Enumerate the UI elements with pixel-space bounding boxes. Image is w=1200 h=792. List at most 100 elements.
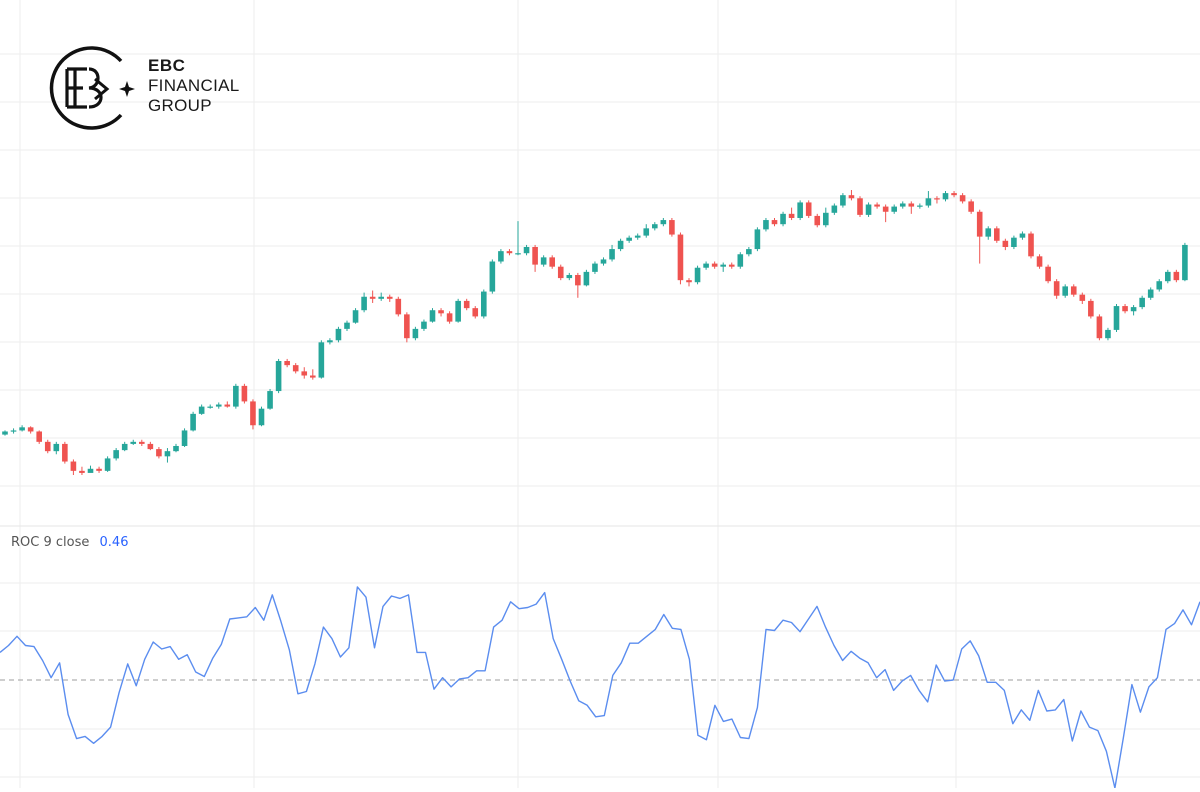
candle (1019, 231, 1026, 240)
candle-body (523, 247, 530, 254)
candle-body (53, 443, 60, 452)
candle-body (771, 220, 778, 225)
candle (694, 265, 701, 285)
candle-body (498, 251, 504, 262)
candle-body (267, 391, 273, 409)
candle (301, 367, 308, 379)
candle (1139, 295, 1145, 310)
candle (463, 298, 470, 311)
candle (489, 259, 496, 294)
candle-body (421, 321, 427, 329)
candle (882, 204, 889, 223)
candle (1156, 279, 1163, 292)
candle-body (831, 205, 838, 213)
roc-indicator-source: close (55, 535, 90, 550)
candle-body (746, 249, 752, 255)
candle-body (575, 274, 581, 286)
candle-body (386, 296, 393, 299)
candle-body (1156, 281, 1163, 290)
candle (284, 358, 290, 368)
candle-body (96, 468, 102, 471)
candle (643, 224, 650, 238)
candle-body (677, 234, 684, 281)
candle-body (1165, 271, 1171, 282)
candle-body (754, 229, 761, 250)
candle (985, 226, 992, 240)
candle (429, 308, 436, 323)
candle (19, 425, 25, 432)
candle-body (985, 228, 992, 237)
roc-line (0, 586, 1200, 789)
candle-body (1173, 271, 1180, 281)
roc-indicator-name[interactable]: ROC (11, 535, 40, 550)
candle (310, 369, 316, 380)
ebc-logo: EBC FINANCIAL GROUP (45, 43, 305, 133)
candle (780, 211, 786, 227)
candle-body (1147, 289, 1154, 298)
candle (831, 203, 838, 215)
candle (994, 226, 1000, 243)
candle-body (617, 240, 624, 250)
candle-body (181, 430, 188, 446)
candle-body (532, 247, 538, 265)
candle-body (857, 198, 863, 215)
candle (788, 207, 795, 221)
candle-body (79, 470, 85, 473)
candle (87, 465, 94, 473)
candle (1002, 238, 1009, 251)
candle-body (686, 280, 692, 283)
candle-body (198, 406, 205, 414)
candle (292, 363, 299, 374)
candle-body (968, 201, 974, 212)
candle (737, 252, 744, 269)
candle (113, 448, 119, 461)
candle-body (327, 340, 333, 343)
candle (1113, 304, 1120, 332)
candle-body (660, 220, 667, 225)
candle-body (139, 441, 145, 444)
candle-body (318, 342, 325, 378)
candle-body (104, 458, 111, 471)
candle (147, 441, 154, 451)
candle-body (669, 220, 675, 235)
candle-body (361, 296, 367, 311)
candle (763, 217, 769, 232)
candle (746, 247, 752, 257)
candle (583, 269, 590, 287)
candle (44, 439, 51, 454)
candle (823, 207, 829, 228)
candle (857, 196, 863, 217)
candle-body (241, 385, 248, 402)
candle (1028, 231, 1034, 259)
candle (677, 232, 684, 285)
candle (1130, 305, 1137, 316)
candle (942, 191, 949, 202)
candle-body (1062, 286, 1068, 296)
candle-body (130, 441, 137, 444)
candle-body (224, 404, 231, 407)
candle (1088, 298, 1094, 319)
candle-body (780, 213, 786, 225)
candle-body (737, 254, 744, 267)
roc-legend[interactable]: ROC 9 close 0.46 (11, 535, 128, 550)
candle-body (258, 408, 265, 426)
candle-body (703, 263, 709, 268)
candle-body (36, 431, 42, 442)
candle (506, 249, 513, 256)
candlestick-series (2, 190, 1188, 475)
candle-body (934, 198, 940, 200)
candle-body (865, 204, 872, 215)
candle (840, 193, 846, 208)
candle-body (592, 263, 598, 272)
candle (404, 312, 410, 343)
candle (53, 441, 60, 455)
candle-body (113, 450, 119, 459)
candle (951, 191, 957, 198)
candle-body (805, 202, 812, 216)
candle-body (634, 235, 641, 238)
candle (344, 320, 350, 331)
roc-indicator-length: 9 (43, 535, 52, 550)
candle (865, 202, 872, 217)
